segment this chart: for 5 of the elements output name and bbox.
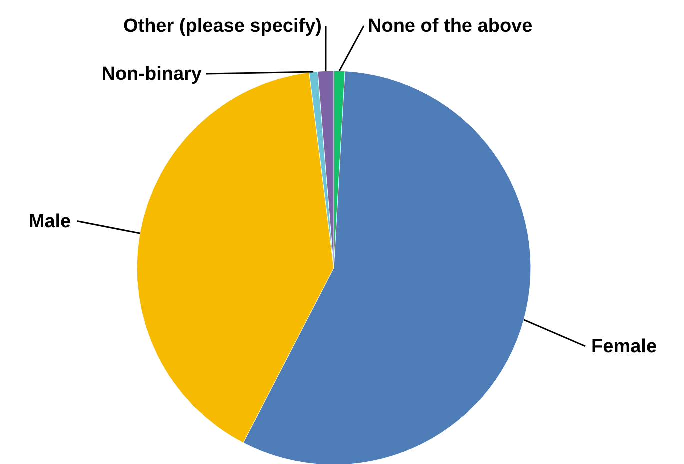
slice-label: None of the above — [368, 16, 533, 37]
slice-label: Non-binary — [102, 64, 202, 85]
slice-label: Other (please specify) — [123, 16, 322, 37]
slice-label: Male — [28, 211, 72, 232]
slice-label: Female — [592, 336, 658, 358]
